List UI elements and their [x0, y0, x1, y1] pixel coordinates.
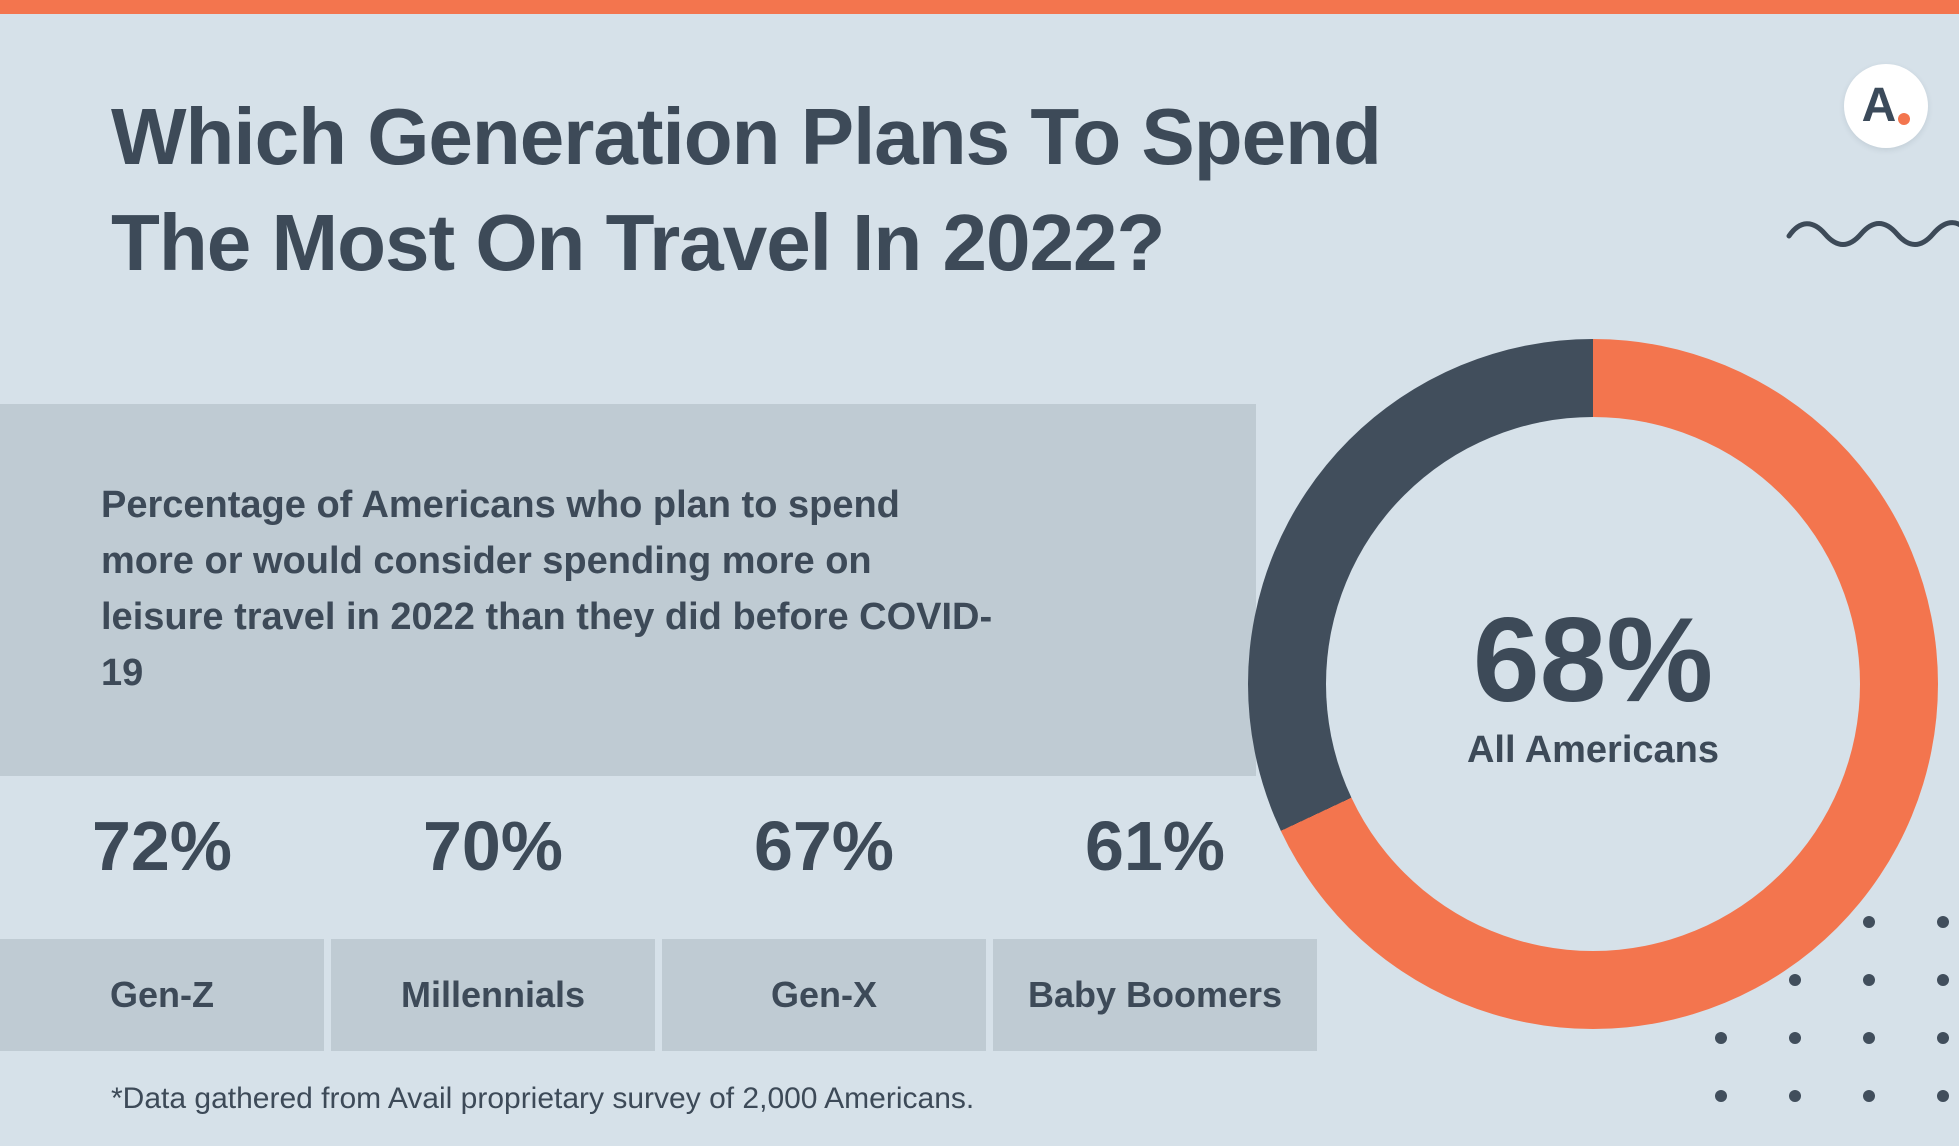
donut-chart: 68% All Americans	[1248, 339, 1938, 1029]
chart-description: Percentage of Americans who plan to spen…	[101, 484, 993, 694]
stat-label-baby-boomers: Baby Boomers	[1027, 973, 1283, 1015]
stat-value-millennials: 70%	[422, 807, 564, 885]
generation-stats: 72% Gen-Z 70% Millennials 67% Gen-X 61% …	[0, 806, 1317, 1051]
stat-label-millennials: Millennials	[400, 973, 586, 1015]
dot-icon	[1715, 1032, 1727, 1044]
dot-icon	[1715, 1090, 1727, 1102]
dot-icon	[1789, 974, 1801, 986]
page-title: Which Generation Plans To Spend The Most…	[111, 84, 1382, 295]
stat-gen-z: 72% Gen-Z	[0, 806, 324, 1051]
logo-letter: A	[1861, 79, 1897, 132]
top-accent-bar	[0, 0, 1959, 14]
footnote: *Data gathered from Avail proprietary su…	[111, 1082, 975, 1115]
stat-chip-gen-z: Gen-Z	[0, 938, 324, 1051]
dot-icon	[1789, 1090, 1801, 1102]
dot-icon	[1863, 1032, 1875, 1044]
stat-value-baby-boomers: 61%	[1084, 807, 1226, 885]
dot-icon	[1937, 916, 1949, 928]
donut-hole: 68% All Americans	[1326, 417, 1860, 951]
dot-grid-decoration	[1715, 916, 1949, 1102]
dot-icon	[1937, 1032, 1949, 1044]
stat-label-gen-x: Gen-X	[770, 973, 877, 1015]
page-title-line2: The Most On Travel In 2022?	[111, 197, 1165, 287]
stat-value-gen-z: 72%	[91, 807, 233, 885]
dot-icon	[1789, 1032, 1801, 1044]
stat-chip-baby-boomers: Baby Boomers	[993, 938, 1317, 1051]
avail-logo: A	[1844, 64, 1928, 148]
stat-millennials: 70% Millennials	[331, 806, 655, 1051]
dot-icon	[1863, 974, 1875, 986]
squiggle-decoration-icon	[1786, 220, 1959, 247]
donut-center-label: All Americans	[1466, 728, 1720, 771]
dot-icon	[1863, 916, 1875, 928]
dot-row	[1863, 916, 1949, 928]
stat-label-gen-z: Gen-Z	[110, 973, 214, 1015]
dot-icon	[1937, 974, 1949, 986]
stat-gen-x: 67% Gen-X	[662, 806, 986, 1051]
stat-chip-gen-x: Gen-X	[662, 938, 986, 1051]
page-title-line1: Which Generation Plans To Spend	[111, 92, 1382, 181]
dot-row	[1715, 1090, 1949, 1102]
logo-dot-icon	[1898, 113, 1911, 125]
dot-icon	[1863, 1090, 1875, 1102]
dot-row	[1789, 974, 1949, 986]
stat-baby-boomers: 61% Baby Boomers	[993, 806, 1317, 1051]
dot-icon	[1937, 1090, 1949, 1102]
stat-chip-millennials: Millennials	[331, 938, 655, 1051]
donut-center-value: 68%	[1472, 592, 1714, 727]
dot-row	[1715, 1032, 1949, 1044]
stat-value-gen-x: 67%	[753, 807, 895, 885]
subtitle-banner: Percentage of Americans who plan to spen…	[0, 404, 1256, 776]
